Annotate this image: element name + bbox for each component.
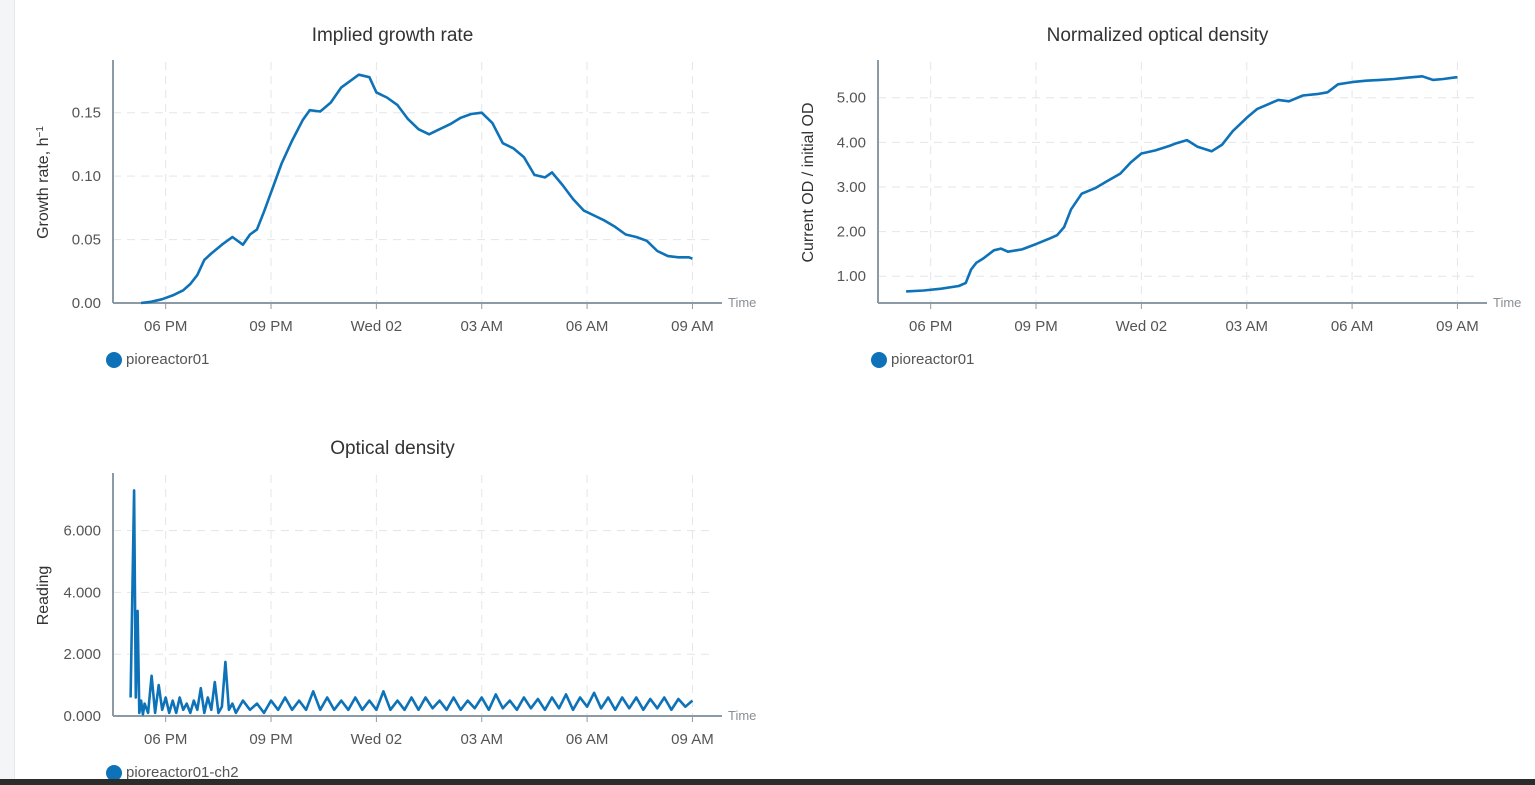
series-line [129, 489, 694, 716]
x-tick-label: 09 AM [1436, 318, 1479, 335]
x-tick-label: 09 PM [249, 731, 292, 748]
legend-label: pioreactor01 [891, 351, 975, 368]
series-line [906, 75, 1458, 293]
x-axis-label: Time [1493, 295, 1521, 310]
x-axis-label: Time [728, 295, 756, 310]
optical-density-chart-card: Optical density 0.000 2.000 4.000 6.000 06 P… [20, 423, 765, 781]
y-tick-label: 0.10 [72, 168, 101, 185]
legend-label: pioreactor01 [126, 351, 210, 368]
x-tick-label: 06 AM [1331, 318, 1374, 335]
x-tick-label: 06 PM [144, 318, 187, 335]
legend-item-pioreactor01[interactable]: pioreactor01 [871, 351, 974, 368]
legend-item-pioreactor01-ch2[interactable]: pioreactor01-ch2 [106, 764, 239, 781]
x-tick-label: Wed 02 [1116, 318, 1167, 335]
series-line [140, 73, 693, 305]
y-tick-label: 2.000 [63, 646, 101, 663]
y-tick-label: 4.000 [63, 584, 101, 601]
y-axis-label: Current OD / initial OD [800, 102, 817, 262]
x-tick-label: Wed 02 [351, 318, 402, 335]
y-tick-label: 2.00 [837, 224, 866, 241]
y-tick-label: 5.00 [837, 90, 866, 107]
growth-rate-chart: 0.00 0.05 0.10 0.15 06 PM 09 PM Wed 02 03 AM 06 … [35, 60, 756, 335]
chart-title: Optical density [330, 438, 455, 459]
growth-rate-chart-card: Implied growth rate 0.00 0.05 0.10 0.15 06 P… [20, 10, 765, 385]
x-tick-label: 09 PM [1014, 318, 1057, 335]
x-tick-label: Wed 02 [351, 731, 402, 748]
x-axis-label: Time [728, 708, 756, 723]
x-tick-label: 09 PM [249, 318, 292, 335]
normalized-od-chart-card: Normalized optical density 1.00 2.00 3.00 4… [785, 10, 1530, 385]
normalized-od-chart: 1.00 2.00 3.00 4.00 5.00 06 PM 09 PM Wed 02 03 A… [800, 60, 1521, 335]
x-tick-label: 06 PM [909, 318, 952, 335]
y-tick-label: 0.05 [72, 232, 101, 249]
y-axis-label: Growth rate, h−1 [35, 126, 53, 239]
x-tick-label: 06 PM [144, 731, 187, 748]
legend-marker-dot [106, 764, 122, 781]
y-tick-label: 3.00 [837, 179, 866, 196]
chart-title: Normalized optical density [1046, 25, 1269, 46]
y-tick-label: 0.00 [72, 295, 101, 312]
x-tick-label: 06 AM [566, 318, 609, 335]
y-tick-label: 6.000 [63, 523, 101, 540]
x-tick-label: 09 AM [671, 731, 714, 748]
chart-title: Implied growth rate [311, 25, 474, 46]
x-tick-label: 09 AM [671, 318, 714, 335]
x-tick-label: 06 AM [566, 731, 609, 748]
legend-marker-dot [871, 351, 887, 368]
optical-density-chart: 0.000 2.000 4.000 6.000 06 PM 09 PM Wed 02 03 A… [35, 473, 756, 748]
x-tick-label: 03 AM [1225, 318, 1268, 335]
y-axis-label: Reading [35, 566, 52, 626]
legend-item-pioreactor01[interactable]: pioreactor01 [106, 351, 209, 368]
y-tick-label: 0.000 [63, 708, 101, 725]
legend-label: pioreactor01-ch2 [126, 764, 239, 781]
y-tick-label: 1.00 [837, 268, 866, 285]
bottom-taskbar-edge [0, 779, 1535, 785]
x-tick-label: 03 AM [460, 731, 503, 748]
y-tick-label: 4.00 [837, 134, 866, 151]
legend-marker-dot [106, 351, 122, 368]
x-tick-label: 03 AM [460, 318, 503, 335]
left-sidebar-edge [0, 0, 15, 785]
y-axis-label-superscript: −1 [35, 126, 46, 138]
y-tick-label: 0.15 [72, 105, 101, 122]
